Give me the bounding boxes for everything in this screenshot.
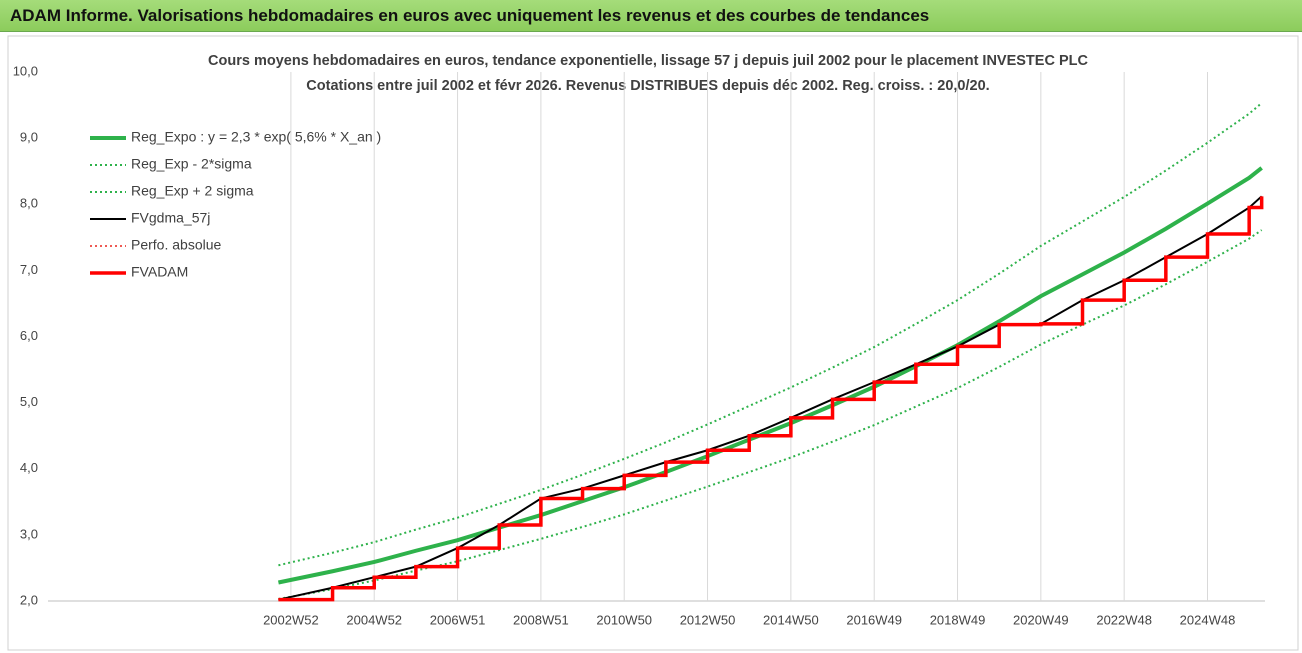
x-tick-label: 2012W50 bbox=[680, 612, 736, 627]
y-tick-label: 3,0 bbox=[20, 526, 38, 541]
legend-label: Reg_Exp - 2*sigma bbox=[131, 156, 252, 172]
x-tick-label: 2022W48 bbox=[1096, 612, 1152, 627]
x-tick-label: 2010W50 bbox=[596, 612, 652, 627]
y-tick-label: 5,0 bbox=[20, 394, 38, 409]
y-tick-label: 8,0 bbox=[20, 196, 38, 211]
x-tick-label: 2006W51 bbox=[430, 612, 486, 627]
x-tick-label: 2018W49 bbox=[930, 612, 986, 627]
x-tick-label: 2016W49 bbox=[846, 612, 902, 627]
legend-label: Reg_Exp + 2 sigma bbox=[131, 183, 254, 199]
chart-title: Cours moyens hebdomadaires en euros, ten… bbox=[208, 53, 1088, 69]
y-tick-label: 2,0 bbox=[20, 592, 38, 607]
legend-label: Perfo. absolue bbox=[131, 237, 221, 253]
legend-label: Reg_Expo : y = 2,3 * exp( 5,6% * X_an ) bbox=[131, 129, 381, 145]
x-tick-label: 2008W51 bbox=[513, 612, 569, 627]
y-tick-label: 10,0 bbox=[13, 63, 38, 78]
x-tick-label: 2020W49 bbox=[1013, 612, 1069, 627]
y-tick-label: 7,0 bbox=[20, 262, 38, 277]
chart-frame bbox=[7, 35, 1299, 651]
x-tick-label: 2004W52 bbox=[346, 612, 402, 627]
y-tick-label: 6,0 bbox=[20, 328, 38, 343]
series-line bbox=[278, 196, 1264, 602]
series-line bbox=[278, 102, 1263, 567]
x-tick-label: 2024W48 bbox=[1180, 612, 1236, 627]
y-tick-label: 9,0 bbox=[20, 130, 38, 145]
x-tick-label: 2002W52 bbox=[263, 612, 319, 627]
header-bar: ADAM Informe. Valorisations hebdomadaire… bbox=[0, 0, 1302, 32]
x-tick-label: 2014W50 bbox=[763, 612, 819, 627]
chart-subtitle: Cotations entre juil 2002 et févr 2026. … bbox=[306, 78, 989, 94]
legend-label: FVgdma_57j bbox=[131, 210, 210, 226]
chart: Cours moyens hebdomadaires en euros, ten… bbox=[7, 35, 1299, 651]
header-title: ADAM Informe. Valorisations hebdomadaire… bbox=[10, 6, 930, 25]
legend-label: FVADAM bbox=[131, 264, 188, 280]
y-tick-label: 4,0 bbox=[20, 460, 38, 475]
